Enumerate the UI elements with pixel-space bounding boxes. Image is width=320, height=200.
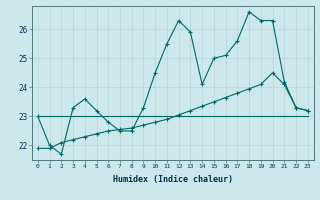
X-axis label: Humidex (Indice chaleur): Humidex (Indice chaleur) — [113, 175, 233, 184]
